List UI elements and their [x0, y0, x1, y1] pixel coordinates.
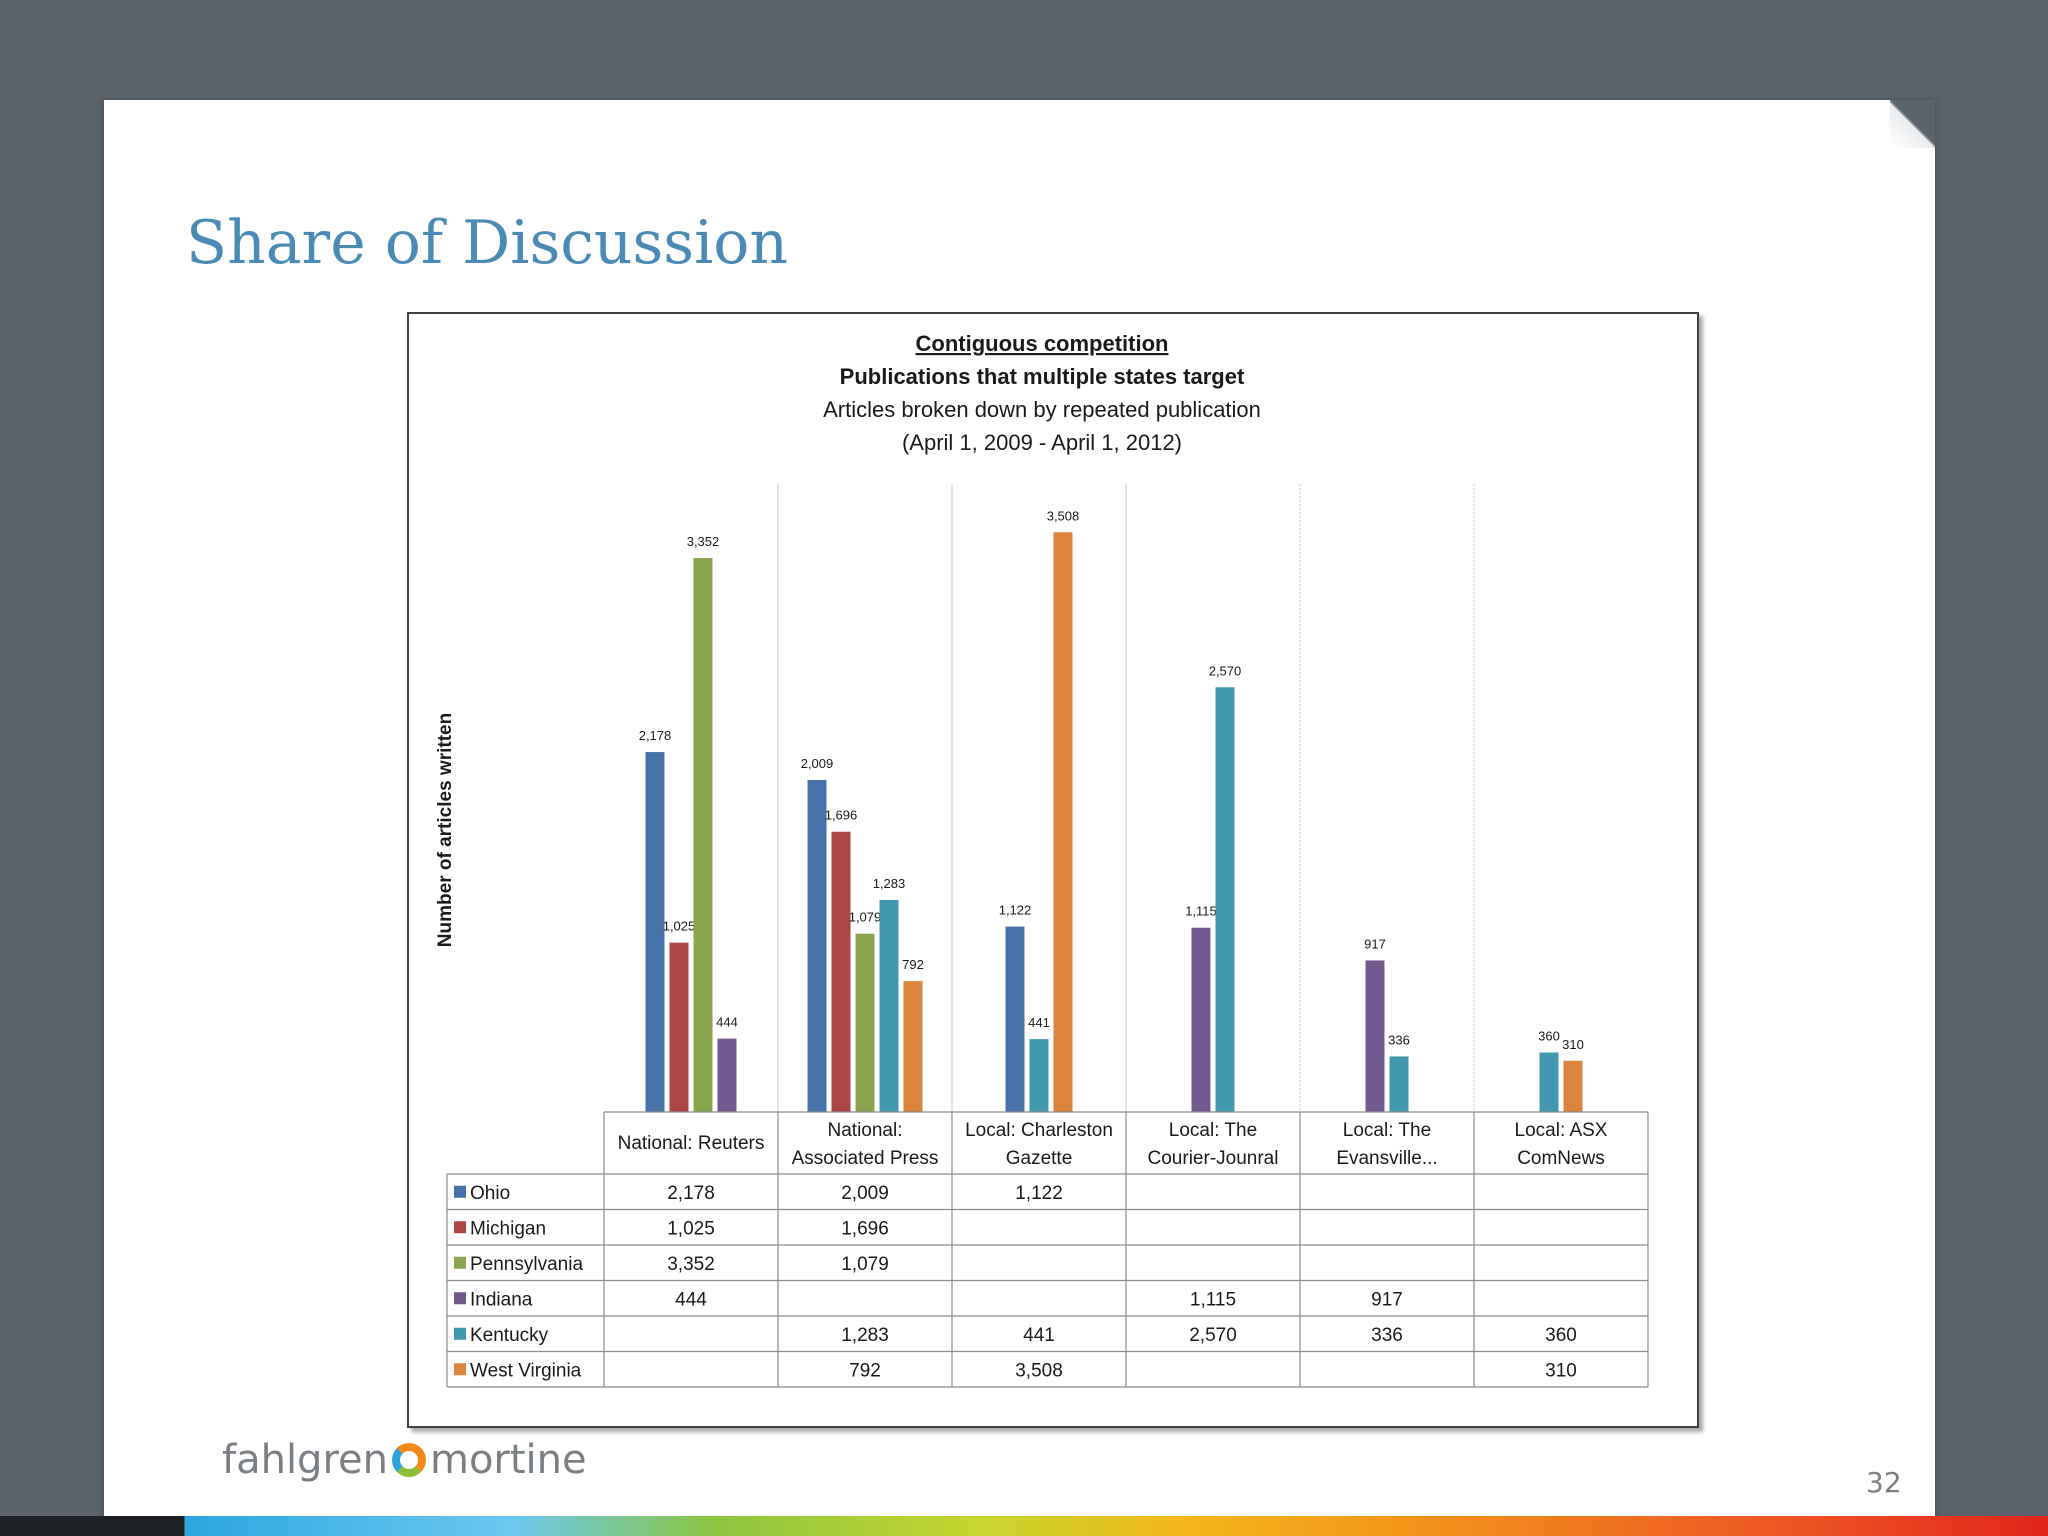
- data-label: 917: [1364, 936, 1386, 951]
- bar-ohio: [807, 779, 827, 1112]
- data-label: 2,570: [1209, 663, 1242, 678]
- data-label: 792: [902, 957, 924, 972]
- table-cell-value: 1,696: [841, 1218, 889, 1239]
- bar-indiana: [1365, 960, 1385, 1112]
- chart: Contiguous competition Publications that…: [435, 331, 1649, 1388]
- bar-indiana: [717, 1038, 737, 1112]
- data-table: National: Reuters National: Associated Pre…: [446, 1111, 1649, 1388]
- bar-kentucky: [1215, 687, 1235, 1112]
- table-cell-value: 917: [1371, 1289, 1403, 1310]
- footer-color-band: [0, 1516, 2048, 1536]
- series-name: Indiana: [470, 1289, 533, 1310]
- category-label: Local: The Courier-Jounral: [1148, 1120, 1279, 1169]
- brand-name-left: fahlgren: [222, 1437, 388, 1483]
- data-label: 1,283: [873, 876, 906, 891]
- brand-circle-icon: [391, 1443, 426, 1477]
- chart-subtitle-3: (April 1, 2009 - April 1, 2012): [902, 430, 1182, 455]
- bar-ohio: [645, 752, 665, 1112]
- page-number: 32: [1866, 1466, 1902, 1499]
- data-label: 1,696: [825, 808, 858, 823]
- legend-key-west-virginia: [454, 1363, 466, 1376]
- data-label: 441: [1028, 1015, 1050, 1030]
- series-name: Ohio: [470, 1183, 510, 1204]
- series-name: Michigan: [470, 1218, 546, 1239]
- table-cell-value: 3,352: [667, 1254, 715, 1275]
- table-cell-value: 336: [1371, 1325, 1403, 1346]
- bar-indiana: [1191, 927, 1211, 1112]
- data-label: 2,009: [801, 756, 834, 771]
- page-title: Share of Discussion: [186, 208, 789, 278]
- data-label: 310: [1562, 1037, 1584, 1052]
- bar-michigan: [669, 942, 689, 1112]
- page-curl: [1890, 100, 1935, 148]
- brand-name-right: mortine: [429, 1437, 587, 1483]
- chart-subtitle: Publications that multiple states target: [840, 364, 1245, 389]
- data-label: 1,122: [999, 903, 1032, 918]
- y-axis-label: Number of articles written: [435, 713, 456, 947]
- bar-west-virginia: [1563, 1060, 1583, 1112]
- legend-key-kentucky: [454, 1327, 466, 1340]
- table-cell-value: 310: [1545, 1360, 1577, 1381]
- table-cell-value: 2,178: [667, 1183, 715, 1204]
- table-cell-value: 2,570: [1189, 1325, 1237, 1346]
- bar-west-virginia: [903, 981, 923, 1112]
- table-cell-value: 792: [849, 1360, 881, 1381]
- bar-kentucky: [879, 899, 899, 1112]
- data-label: 444: [716, 1015, 738, 1030]
- data-label: 1,079: [849, 910, 882, 925]
- bar-michigan: [831, 831, 851, 1112]
- legend-key-ohio: [454, 1185, 466, 1198]
- chart-frame: Contiguous competition Publications that…: [407, 312, 1699, 1428]
- legend-key-indiana: [454, 1292, 466, 1305]
- data-label: 336: [1388, 1032, 1410, 1047]
- bar-pennsylvania: [855, 933, 875, 1112]
- data-label: 2,178: [639, 728, 672, 743]
- category-label: Local: The Evansville...: [1336, 1120, 1437, 1169]
- bar-kentucky: [1539, 1052, 1559, 1112]
- category-label: Local: Charleston Gazette: [965, 1120, 1113, 1169]
- category-label: National: Associated Press: [792, 1120, 939, 1169]
- category-label: Local: ASX ComNews: [1515, 1120, 1608, 1169]
- bar-west-virginia: [1053, 532, 1073, 1112]
- bar-ohio: [1005, 926, 1025, 1112]
- chart-marks: 2,178 1,025 3,352 444 2,009 1,696 1,079 1,283 79…: [639, 484, 1584, 1112]
- table-cell-value: 1,122: [1015, 1183, 1063, 1204]
- bar-kentucky: [1389, 1056, 1409, 1112]
- table-cell-value: 444: [675, 1289, 707, 1310]
- table-cell-value: 1,283: [841, 1325, 889, 1346]
- table-cell-value: 1,025: [667, 1218, 715, 1239]
- table-cell-value: 441: [1023, 1325, 1055, 1346]
- table-cell-value: 1,115: [1190, 1289, 1236, 1310]
- legend-key-michigan: [454, 1221, 466, 1234]
- table-cell-value: 2,009: [841, 1183, 889, 1204]
- data-label: 1,025: [663, 919, 696, 934]
- series-name: Pennsylvania: [470, 1254, 583, 1275]
- chart-title: Contiguous competition: [916, 331, 1169, 356]
- bar-pennsylvania: [693, 558, 713, 1112]
- brand-logo: fahlgren mortine: [222, 1437, 587, 1483]
- chart-subtitle-2: Articles broken down by repeated publica…: [823, 397, 1261, 422]
- series-name: West Virginia: [470, 1360, 582, 1381]
- data-label: 360: [1538, 1029, 1560, 1044]
- legend-key-pennsylvania: [454, 1256, 466, 1269]
- table-cell-value: 3,508: [1015, 1360, 1063, 1381]
- table-cell-value: 1,079: [841, 1254, 889, 1275]
- category-label: National: Reuters: [618, 1133, 765, 1154]
- bar-kentucky: [1029, 1039, 1049, 1112]
- table-cell-value: 360: [1545, 1325, 1577, 1346]
- data-label: 3,352: [687, 534, 720, 549]
- data-label: 3,508: [1047, 508, 1080, 523]
- data-label: 1,115: [1185, 904, 1217, 919]
- series-name: Kentucky: [470, 1325, 549, 1346]
